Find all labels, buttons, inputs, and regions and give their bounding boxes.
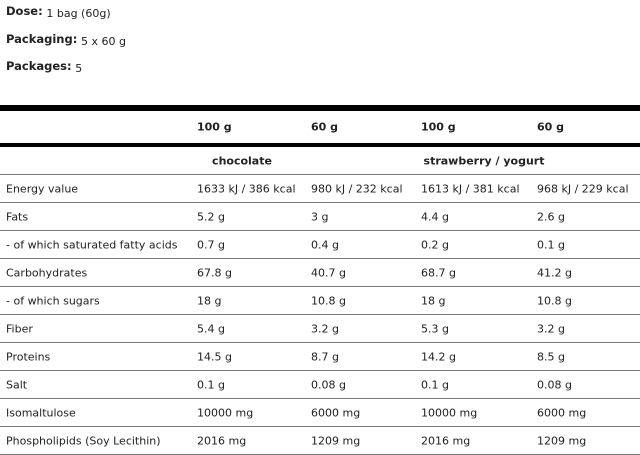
nutrient-value: 10000 mg: [197, 406, 254, 419]
header-cell: 60 g: [311, 120, 339, 134]
nutrient-value: 8.7 g: [311, 350, 339, 363]
nutrient-value: 3 g: [311, 210, 329, 223]
nutrient-value: 0.1 g: [537, 238, 565, 251]
divider: [0, 105, 640, 111]
nutrient-label: Energy value: [6, 182, 79, 195]
nutrient-value: 6000 mg: [537, 406, 587, 419]
packages-line: Packages: 5: [6, 59, 83, 75]
dose-value: 1 bag (60g): [46, 7, 111, 20]
nutrient-label: Salt: [6, 378, 28, 391]
nutrient-value: 6000 mg: [311, 406, 361, 419]
nutrient-value: 40.7 g: [311, 266, 346, 279]
nutrient-value: 0.08 g: [537, 378, 572, 391]
nutrient-value: 0.1 g: [197, 378, 225, 391]
packaging-value: 5 x 60 g: [80, 35, 126, 48]
nutrient-value: 3.2 g: [537, 322, 565, 335]
nutrient-value: 1209 mg: [311, 434, 361, 447]
nutrient-value: 5.2 g: [197, 210, 225, 223]
header-row: 100 g 60 g 100 g 60 g: [0, 111, 640, 143]
table-row: Fats 5.2 g 3 g 4.4 g 2.6 g: [0, 203, 640, 231]
table-row: Salt 0.1 g 0.08 g 0.1 g 0.08 g: [0, 371, 640, 399]
nutrient-value: 1613 kJ / 381 kcal: [421, 182, 520, 195]
table-row: Isomaltulose 10000 mg 6000 mg 10000 mg 6000 …: [0, 399, 640, 427]
nutrient-label: - of which sugars: [6, 294, 100, 307]
nutrient-label: Fiber: [6, 322, 33, 335]
nutrient-value: 0.4 g: [311, 238, 339, 251]
nutrient-value: 41.2 g: [537, 266, 572, 279]
nutrient-value: 0.7 g: [197, 238, 225, 251]
packages-value: 5: [75, 62, 83, 75]
nutrient-value: 2016 mg: [197, 434, 247, 447]
table-row: Fiber 5.4 g 3.2 g 5.3 g 3.2 g: [0, 315, 640, 343]
nutrient-value: 5.4 g: [197, 322, 225, 335]
nutrient-value: 18 g: [197, 294, 222, 307]
flavor-chocolate: chocolate: [212, 154, 272, 167]
packages-label: Packages:: [6, 59, 72, 73]
nutrient-label: Phospholipids (Soy Lecithin): [6, 434, 161, 447]
dose-line: Dose: 1 bag (60g): [6, 4, 111, 20]
header-cell: 100 g: [421, 120, 456, 134]
nutrient-value: 0.2 g: [421, 238, 449, 251]
nutrient-value: 10.8 g: [311, 294, 346, 307]
table-row: Proteins 14.5 g 8.7 g 14.2 g 8.5 g: [0, 343, 640, 371]
nutrient-value: 3.2 g: [311, 322, 339, 335]
nutrient-value: 0.08 g: [311, 378, 346, 391]
divider: [0, 143, 640, 147]
nutrient-value: 980 kJ / 232 kcal: [311, 182, 403, 195]
nutrient-value: 1633 kJ / 386 kcal: [197, 182, 296, 195]
nutrient-value: 18 g: [421, 294, 446, 307]
nutrient-value: 2.6 g: [537, 210, 565, 223]
packaging-label: Packaging:: [6, 32, 78, 46]
table-row: Phospholipids (Soy Lecithin) 2016 mg 1209 …: [0, 427, 640, 455]
nutrient-value: 968 kJ / 229 kcal: [537, 182, 629, 195]
nutrient-value: 14.5 g: [197, 350, 232, 363]
table-row: Carbohydrates 67.8 g 40.7 g 68.7 g 41.2 g: [0, 259, 640, 287]
packaging-line: Packaging: 5 x 60 g: [6, 32, 126, 48]
nutrient-value: 68.7 g: [421, 266, 456, 279]
nutrient-value: 1209 mg: [537, 434, 587, 447]
table-row: - of which saturated fatty acids 0.7 g 0.4…: [0, 231, 640, 259]
nutrient-label: Fats: [6, 210, 29, 223]
flavor-row: chocolate strawberry / yogurt: [0, 147, 640, 175]
nutrient-label: Isomaltulose: [6, 406, 76, 419]
nutrient-label: Proteins: [6, 350, 51, 363]
table-row: - of which sugars 18 g 10.8 g 18 g 10.8 g: [0, 287, 640, 315]
nutrient-value: 10000 mg: [421, 406, 478, 419]
nutrition-table: 100 g 60 g 100 g 60 g chocolate strawber…: [0, 105, 640, 455]
nutrient-value: 8.5 g: [537, 350, 565, 363]
nutrient-value: 10.8 g: [537, 294, 572, 307]
nutrient-value: 67.8 g: [197, 266, 232, 279]
dose-label: Dose:: [6, 4, 43, 18]
header-cell: 60 g: [537, 120, 565, 134]
nutrient-label: - of which saturated fatty acids: [6, 238, 178, 251]
nutrient-value: 4.4 g: [421, 210, 449, 223]
flavor-strawberry-yogurt: strawberry / yogurt: [423, 154, 545, 167]
nutrient-value: 0.1 g: [421, 378, 449, 391]
nutrient-value: 2016 mg: [421, 434, 471, 447]
nutrient-value: 5.3 g: [421, 322, 449, 335]
table-row: Energy value 1633 kJ / 386 kcal 980 kJ / 2…: [0, 175, 640, 203]
header-cell: 100 g: [197, 120, 232, 134]
nutrient-value: 14.2 g: [421, 350, 456, 363]
nutrient-label: Carbohydrates: [6, 266, 88, 279]
